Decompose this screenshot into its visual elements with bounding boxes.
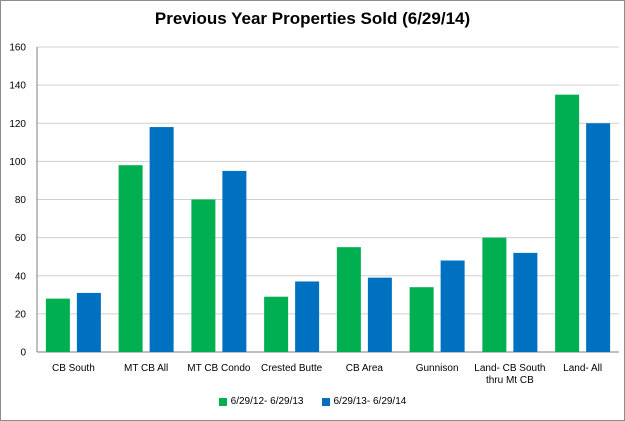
legend-label-series-2: 6/29/13- 6/29/14 (333, 396, 407, 407)
legend-item-series-2: 6/29/13- 6/29/14 (321, 396, 407, 407)
bar-series-1 (191, 199, 216, 352)
bar-series-2 (586, 123, 611, 352)
x-tick-label: Land- All (563, 363, 602, 374)
x-tick-label: MT CB All (124, 363, 168, 374)
x-tick-label: MT CB Condo (187, 363, 251, 374)
bar-series-1 (45, 298, 70, 352)
x-tick-label: CB South (52, 363, 95, 374)
bar-series-1 (118, 165, 143, 352)
legend-swatch-series-2 (321, 397, 330, 406)
y-tick-label: 40 (15, 271, 27, 282)
legend-label-series-1: 6/29/12- 6/29/13 (230, 396, 304, 407)
bar-series-1 (264, 296, 289, 352)
y-tick-label: 140 (9, 81, 26, 92)
bar-series-1 (482, 237, 507, 352)
x-tick-label: CB Area (346, 363, 384, 374)
y-tick-label: 120 (9, 119, 26, 130)
bar-series-2 (513, 252, 538, 352)
y-axis-ticks: 0 20 40 60 80 100 120 140 160 (9, 43, 26, 359)
legend-item-series-1: 6/29/12- 6/29/13 (218, 396, 304, 407)
legend-swatch-series-1 (218, 397, 227, 406)
bar-series-1 (409, 287, 434, 352)
y-tick-label: 100 (9, 157, 26, 168)
chart-title: Previous Year Properties Sold (6/29/14) (154, 9, 471, 28)
legend: 6/29/12- 6/29/13 6/29/13- 6/29/14 (0, 396, 625, 407)
y-tick-label: 0 (20, 348, 26, 359)
bar-series-1 (555, 94, 580, 352)
bar-series-2 (76, 292, 101, 352)
bar-series-2 (440, 260, 465, 352)
x-tick-label: Crested Butte (261, 363, 323, 374)
bar-series-2 (295, 281, 320, 352)
x-axis-labels: CB South MT CB All MT CB Condo Crested Butt… (52, 363, 602, 386)
x-tick-label: Land- CB South thru Mt CB (474, 363, 545, 386)
bar-series-1 (336, 247, 361, 352)
bar-series-2 (149, 127, 174, 352)
y-tick-label: 80 (15, 195, 27, 206)
y-tick-label: 160 (9, 43, 26, 54)
bar-series-2 (367, 277, 392, 352)
y-tick-label: 60 (15, 233, 27, 244)
bar-series-2 (222, 170, 247, 352)
bars (45, 94, 611, 352)
x-tick-label: Gunnison (416, 363, 459, 374)
y-tick-label: 20 (15, 309, 27, 320)
